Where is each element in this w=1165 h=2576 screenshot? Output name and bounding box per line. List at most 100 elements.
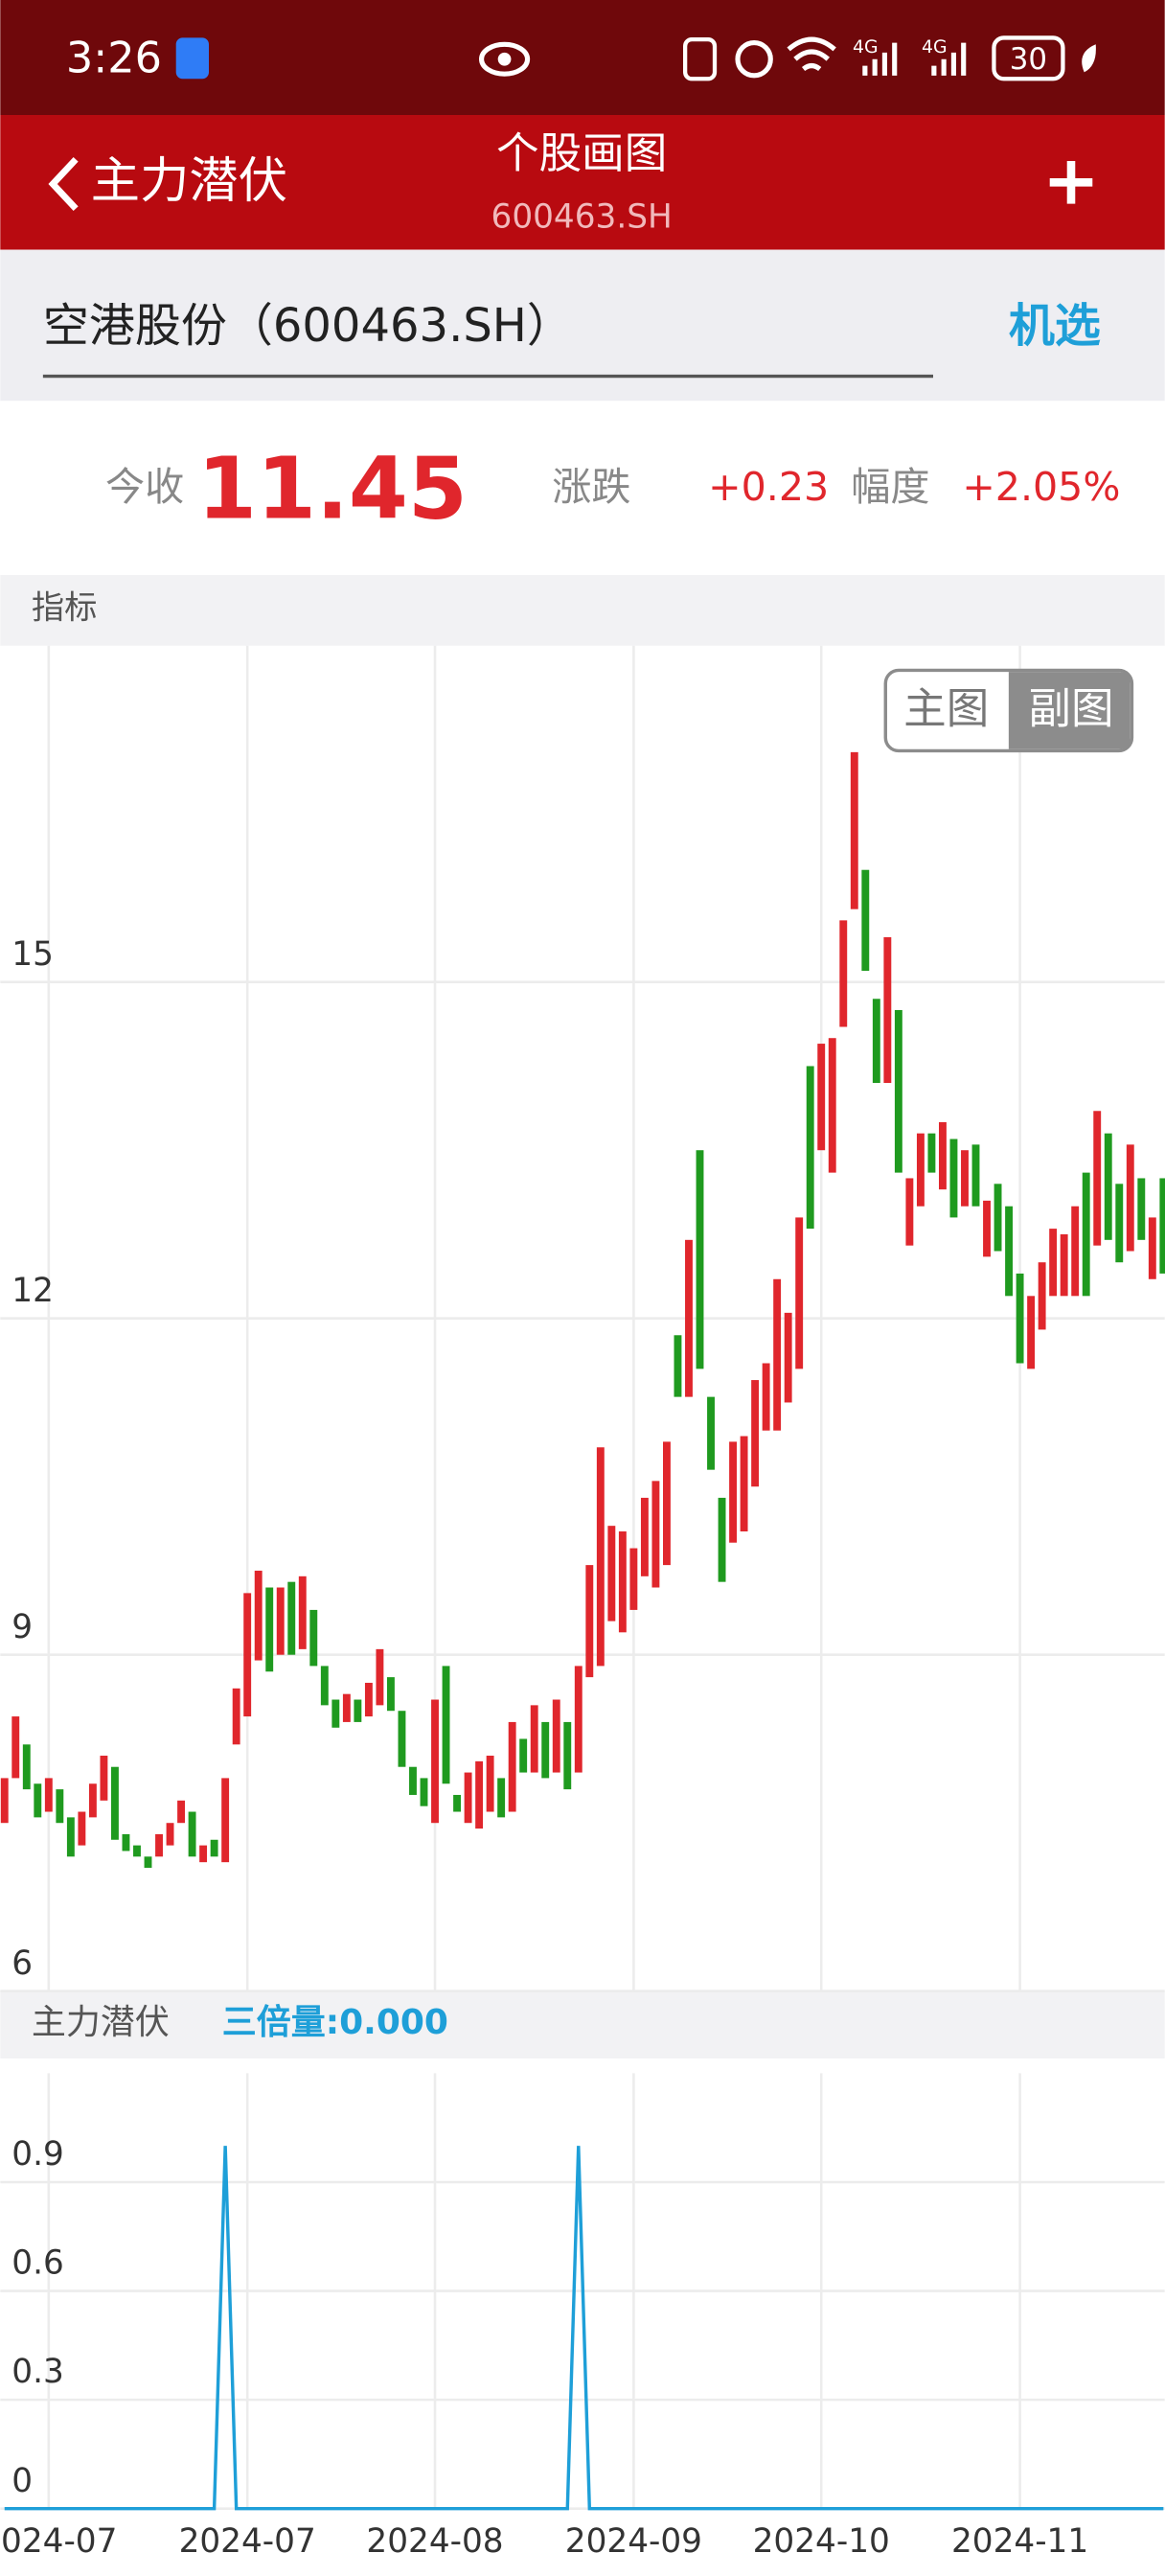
header-title: 个股画图: [496, 128, 667, 178]
y-tick-label: 0.3: [11, 2353, 64, 2391]
candle-body: [221, 1778, 230, 1863]
candle-body: [1005, 1206, 1014, 1297]
close-label: 今收: [105, 464, 184, 510]
candle-body: [1159, 1178, 1165, 1274]
search-button[interactable]: 机选: [1009, 299, 1101, 353]
candle-body: [1049, 1229, 1058, 1297]
candle-body: [850, 751, 858, 909]
candle-body: [287, 1581, 296, 1655]
back-arrow[interactable]: [48, 156, 79, 212]
alarm-icon: [735, 39, 773, 79]
candle-body: [629, 1548, 638, 1610]
y-tick-label: 12: [11, 1272, 54, 1310]
candle-body: [320, 1666, 329, 1706]
candle-body: [894, 1009, 902, 1173]
candle-body: [585, 1565, 594, 1678]
candle-body: [519, 1738, 528, 1773]
candle-body: [640, 1497, 649, 1576]
candle-body: [342, 1693, 351, 1722]
section-label: 指标: [32, 588, 98, 627]
candle-body: [22, 1744, 31, 1790]
candle-body: [530, 1705, 538, 1773]
candle-body: [232, 1688, 240, 1745]
candle-body: [552, 1699, 560, 1773]
candle-body: [1027, 1296, 1036, 1369]
candle-body: [276, 1587, 285, 1655]
candle-body: [376, 1648, 384, 1706]
candle-body: [1038, 1262, 1046, 1330]
candle-body: [618, 1531, 627, 1633]
candle-body: [773, 1278, 782, 1431]
battery-level: 30: [1010, 42, 1047, 77]
header: [0, 115, 1165, 250]
candle-body: [453, 1794, 462, 1812]
candle-body: [420, 1778, 428, 1806]
toggle-main[interactable]: 主图: [903, 683, 989, 733]
candle-body: [331, 1699, 340, 1728]
signal-icon: [862, 42, 898, 76]
candle-body: [364, 1682, 373, 1717]
candle-body: [387, 1677, 395, 1712]
app-icon: [175, 37, 209, 80]
candle-body: [1082, 1172, 1090, 1297]
candle-body: [883, 936, 892, 1084]
back-label[interactable]: 主力潜伏: [91, 152, 288, 210]
candle-body: [916, 1133, 925, 1207]
candle-body: [1137, 1178, 1146, 1240]
network-type: 4G: [922, 37, 948, 58]
battery-icon: [992, 35, 1065, 81]
candle-body: [718, 1497, 726, 1582]
candle-body: [398, 1711, 406, 1767]
change-label: 涨跌: [552, 464, 630, 510]
candle-body: [100, 1756, 108, 1801]
candle-body: [751, 1380, 760, 1487]
candle-body: [663, 1441, 671, 1566]
candle-body: [354, 1699, 362, 1722]
candle-body: [122, 1833, 130, 1852]
candle-body: [44, 1778, 53, 1812]
candle-body: [905, 1178, 914, 1246]
candle-body: [574, 1666, 582, 1773]
candle-body: [497, 1778, 506, 1818]
y-tick-label: 0.6: [11, 2244, 64, 2283]
candle-body: [961, 1150, 969, 1207]
toggle-sub[interactable]: 副图: [1028, 683, 1113, 733]
candle-body: [508, 1721, 516, 1812]
candle-body: [806, 1066, 814, 1230]
eye-icon: [479, 41, 531, 77]
candle-body: [674, 1335, 682, 1397]
candle-body: [784, 1312, 792, 1403]
candle-body: [309, 1609, 318, 1667]
pct-value: +2.05%: [962, 464, 1120, 510]
candle-body: [1104, 1133, 1112, 1240]
candle-body: [298, 1576, 307, 1649]
wifi-icon: [787, 36, 836, 72]
candle-body: [541, 1721, 550, 1779]
x-tick-label: 2024-07: [179, 2522, 316, 2561]
add-button[interactable]: [1049, 161, 1093, 204]
eye-pupil: [497, 52, 512, 66]
candle-body: [740, 1436, 748, 1532]
candle-body: [254, 1570, 263, 1661]
x-tick-label: 2024-08: [366, 2522, 503, 2561]
candle-body: [188, 1811, 196, 1857]
candle-body: [927, 1133, 936, 1173]
change-value: +0.23: [708, 464, 829, 510]
y-tick-label: 0: [11, 2462, 33, 2500]
sub-chart-title: 主力潜伏: [32, 2003, 170, 2042]
candle-body: [409, 1766, 417, 1795]
candle-body: [596, 1447, 605, 1667]
candle-body: [1093, 1111, 1102, 1246]
x-tick-label: 2024-07: [0, 2522, 117, 2561]
candle-body: [563, 1721, 572, 1790]
search-input[interactable]: 空港股份（600463.SH）: [43, 299, 573, 353]
plot-area: 2024-07 2024-07 2024-08 2024-09 2024-10 2024-…: [0, 645, 1165, 2561]
candle-body: [828, 1038, 836, 1173]
candle-body: [994, 1184, 1002, 1252]
candle-body: [265, 1587, 274, 1672]
y-tick-label: 15: [11, 935, 54, 974]
candle-body: [949, 1138, 958, 1218]
candle-body: [111, 1766, 119, 1840]
candle-body: [475, 1760, 484, 1829]
